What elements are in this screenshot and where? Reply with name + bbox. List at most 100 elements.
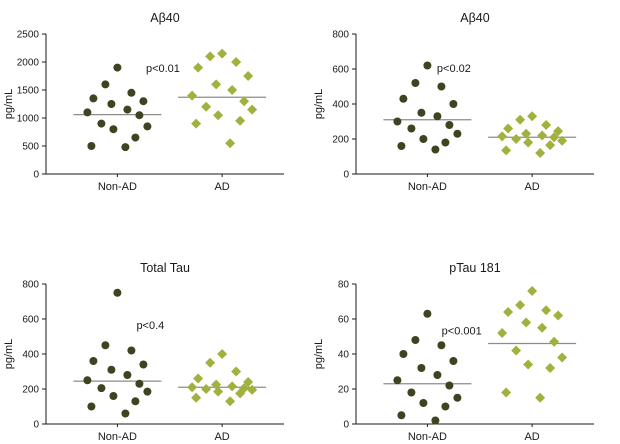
top-row: Aβ40 pg/mL 0 500 1000 1500 2000 2500 Non-AD AD p<0… xyxy=(0,6,594,222)
data-point xyxy=(217,349,228,359)
data-point xyxy=(407,388,416,397)
x-category-label: AD xyxy=(214,181,229,193)
data-point xyxy=(227,85,238,95)
data-point xyxy=(131,133,140,142)
data-point xyxy=(433,371,442,379)
data-point xyxy=(231,366,242,377)
data-point xyxy=(503,307,514,317)
chart-ab40-2: Aβ40 pg/mL 0 200 400 600 800 Non-AD AD p<0.02 xyxy=(313,11,594,193)
data-point xyxy=(201,384,212,394)
x-category-label: AD xyxy=(524,181,539,193)
data-point xyxy=(187,90,198,101)
data-point xyxy=(399,350,408,358)
panel-ab40-1: Aβ40 pg/mL 0 500 1000 1500 2000 2500 Non-AD AD p<0… xyxy=(0,6,310,222)
y-tick-label: 600 xyxy=(22,315,39,326)
p-value-label: p<0.02 xyxy=(437,63,471,75)
x-category-label: Non-AD xyxy=(98,181,137,193)
data-point xyxy=(407,124,416,133)
y-tick-label: 0 xyxy=(343,420,349,431)
data-point xyxy=(191,392,202,403)
data-point xyxy=(127,88,136,97)
data-point xyxy=(417,108,426,117)
data-point xyxy=(187,382,198,393)
data-point xyxy=(107,365,116,374)
data-point xyxy=(143,122,152,131)
data-point xyxy=(123,105,132,114)
y-tick-label: 0 xyxy=(343,170,349,181)
x-category-label: Non-AD xyxy=(408,181,447,193)
data-point xyxy=(441,138,450,147)
data-point xyxy=(239,96,250,107)
data-point xyxy=(521,317,532,328)
p-value-label: p<0.4 xyxy=(136,320,164,332)
data-point xyxy=(527,286,538,296)
data-point xyxy=(191,118,202,129)
chart-title: pTau 181 xyxy=(449,261,500,275)
data-point xyxy=(139,97,148,106)
data-point xyxy=(213,110,224,121)
y-tick-label: 500 xyxy=(22,142,39,153)
data-point xyxy=(89,357,98,365)
y-axis-label: pg/mL xyxy=(313,89,325,120)
data-point xyxy=(97,384,106,393)
data-point xyxy=(217,48,228,59)
x-category-label: AD xyxy=(524,431,539,443)
data-point xyxy=(535,392,546,403)
y-axis-label: pg/mL xyxy=(3,339,15,370)
data-point xyxy=(399,94,408,103)
y-tick-label: 2000 xyxy=(17,58,40,69)
data-point xyxy=(87,402,96,411)
y-tick-label: 200 xyxy=(22,385,39,396)
data-point xyxy=(553,126,564,137)
y-axis-label: pg/mL xyxy=(313,339,325,370)
data-point xyxy=(537,130,548,141)
data-point xyxy=(139,360,148,369)
x-category-label: AD xyxy=(214,431,229,443)
data-point xyxy=(123,371,132,379)
data-point xyxy=(89,94,98,103)
data-point xyxy=(411,79,420,87)
x-category-label: Non-AD xyxy=(98,431,137,443)
data-point xyxy=(397,142,406,150)
data-point xyxy=(211,79,222,90)
data-point xyxy=(225,138,236,149)
data-point xyxy=(553,310,564,321)
data-point xyxy=(393,376,402,385)
data-point xyxy=(121,409,130,418)
data-point xyxy=(503,123,514,134)
data-point xyxy=(235,115,246,126)
chart-title: Total Tau xyxy=(140,261,190,275)
data-point xyxy=(243,71,254,81)
p-value-label: p<0.01 xyxy=(146,63,180,75)
data-point xyxy=(87,142,96,150)
data-point xyxy=(243,377,254,387)
chart-title: Aβ40 xyxy=(460,11,489,25)
y-tick-label: 400 xyxy=(332,100,349,111)
data-point xyxy=(545,363,556,373)
data-point xyxy=(423,309,432,318)
data-point xyxy=(231,57,242,67)
data-point xyxy=(109,125,118,134)
y-tick-label: 40 xyxy=(338,350,350,361)
data-point xyxy=(101,341,110,350)
data-point xyxy=(497,131,508,142)
data-point xyxy=(557,135,568,146)
data-point xyxy=(449,357,458,365)
y-tick-label: 0 xyxy=(33,170,39,181)
data-point xyxy=(393,117,402,126)
y-tick-label: 1000 xyxy=(17,114,40,125)
data-point xyxy=(247,384,258,395)
data-point xyxy=(419,399,428,407)
data-point xyxy=(225,396,236,407)
y-tick-label: 800 xyxy=(332,30,349,41)
data-point xyxy=(449,100,458,108)
chart-ptau-181: pTau 181 pg/mL 0 20 40 60 80 Non-AD AD p<0.001 xyxy=(313,261,594,443)
data-point xyxy=(423,61,432,70)
data-point xyxy=(515,114,526,125)
chart-title: Aβ40 xyxy=(150,11,179,25)
y-tick-label: 80 xyxy=(338,280,350,291)
data-point xyxy=(411,336,420,344)
data-point xyxy=(497,328,508,338)
data-point xyxy=(397,411,406,420)
